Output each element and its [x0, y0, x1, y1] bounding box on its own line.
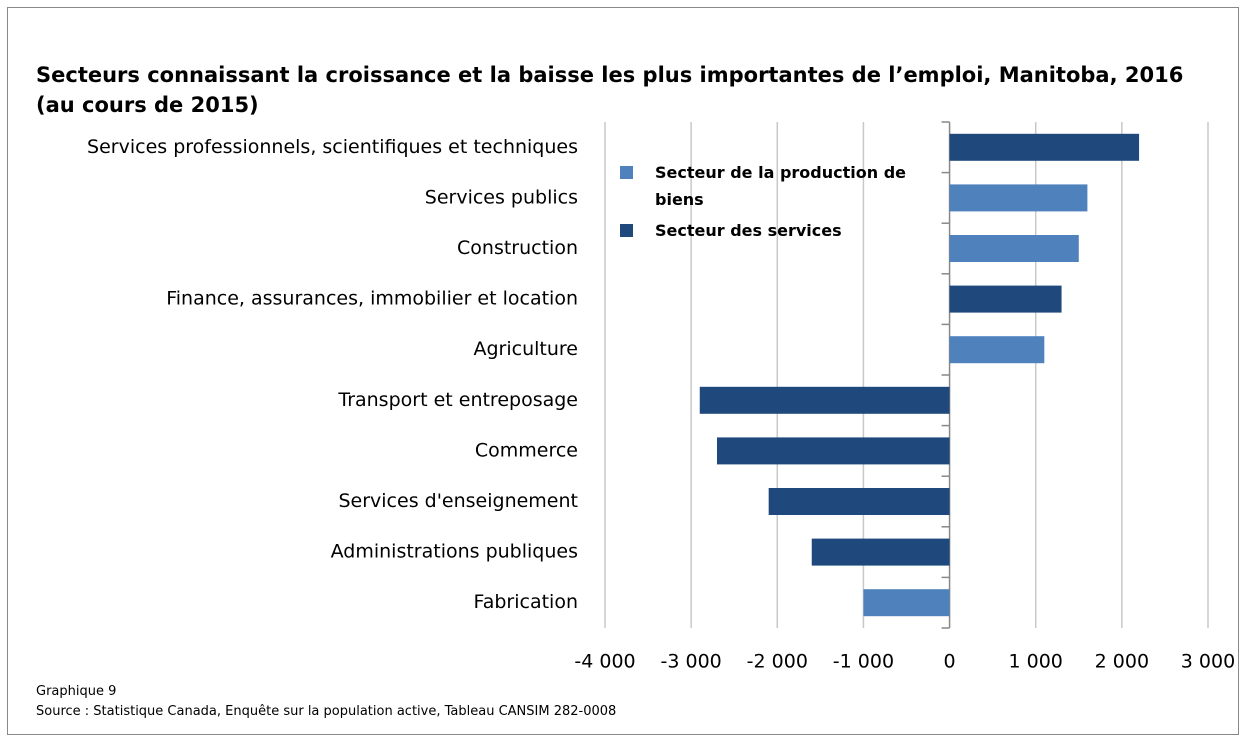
bar: [949, 285, 1062, 313]
x-tick-label: 3 000: [1181, 651, 1235, 673]
bar: [768, 488, 950, 515]
x-tick-label: -2 000: [747, 651, 808, 673]
x-tick-label: 1 000: [1009, 651, 1063, 673]
y-tick-label: Transport et entreposage: [337, 389, 578, 411]
bar: [811, 538, 950, 566]
y-tick-label: Services professionnels, scientifiques e…: [87, 136, 578, 158]
legend-label: Secteur des services: [655, 221, 842, 240]
y-tick-label: Agriculture: [474, 338, 579, 360]
bar: [949, 235, 1079, 262]
bar: [863, 589, 950, 617]
y-tick-label: Finance, assurances, immobilier et locat…: [166, 288, 578, 310]
y-tick-label: Commerce: [475, 439, 578, 461]
y-tick-label: Construction: [457, 237, 578, 259]
figure-label: Graphique 9: [36, 684, 117, 699]
chart-frame: [7, 7, 1239, 735]
chart-title: Secteurs connaissant la croissance et la…: [36, 63, 1184, 117]
x-tick-label: 0: [944, 651, 956, 673]
legend-item: Secteur de la production de biens: [620, 159, 910, 213]
legend-swatch: [620, 224, 633, 237]
bar: [716, 437, 950, 465]
legend-label: Secteur de la production de biens: [655, 163, 906, 209]
bar: [949, 133, 1140, 161]
x-tick-label: -4 000: [574, 651, 635, 673]
legend-item: Secteur des services: [620, 217, 910, 244]
legend-swatch: [620, 166, 633, 179]
y-tick-label: Services d'enseignement: [338, 490, 578, 512]
y-tick-label: Services publics: [425, 186, 578, 208]
x-tick-label: -1 000: [833, 651, 894, 673]
bar: [949, 184, 1088, 212]
y-tick-label: Administrations publiques: [331, 541, 578, 563]
source-note: Source : Statistique Canada, Enquête sur…: [36, 704, 617, 719]
x-tick-label: -3 000: [661, 651, 722, 673]
y-tick-label: Fabrication: [474, 591, 578, 613]
bar: [699, 386, 950, 414]
x-tick-label: 2 000: [1095, 651, 1149, 673]
bar: [949, 336, 1045, 364]
